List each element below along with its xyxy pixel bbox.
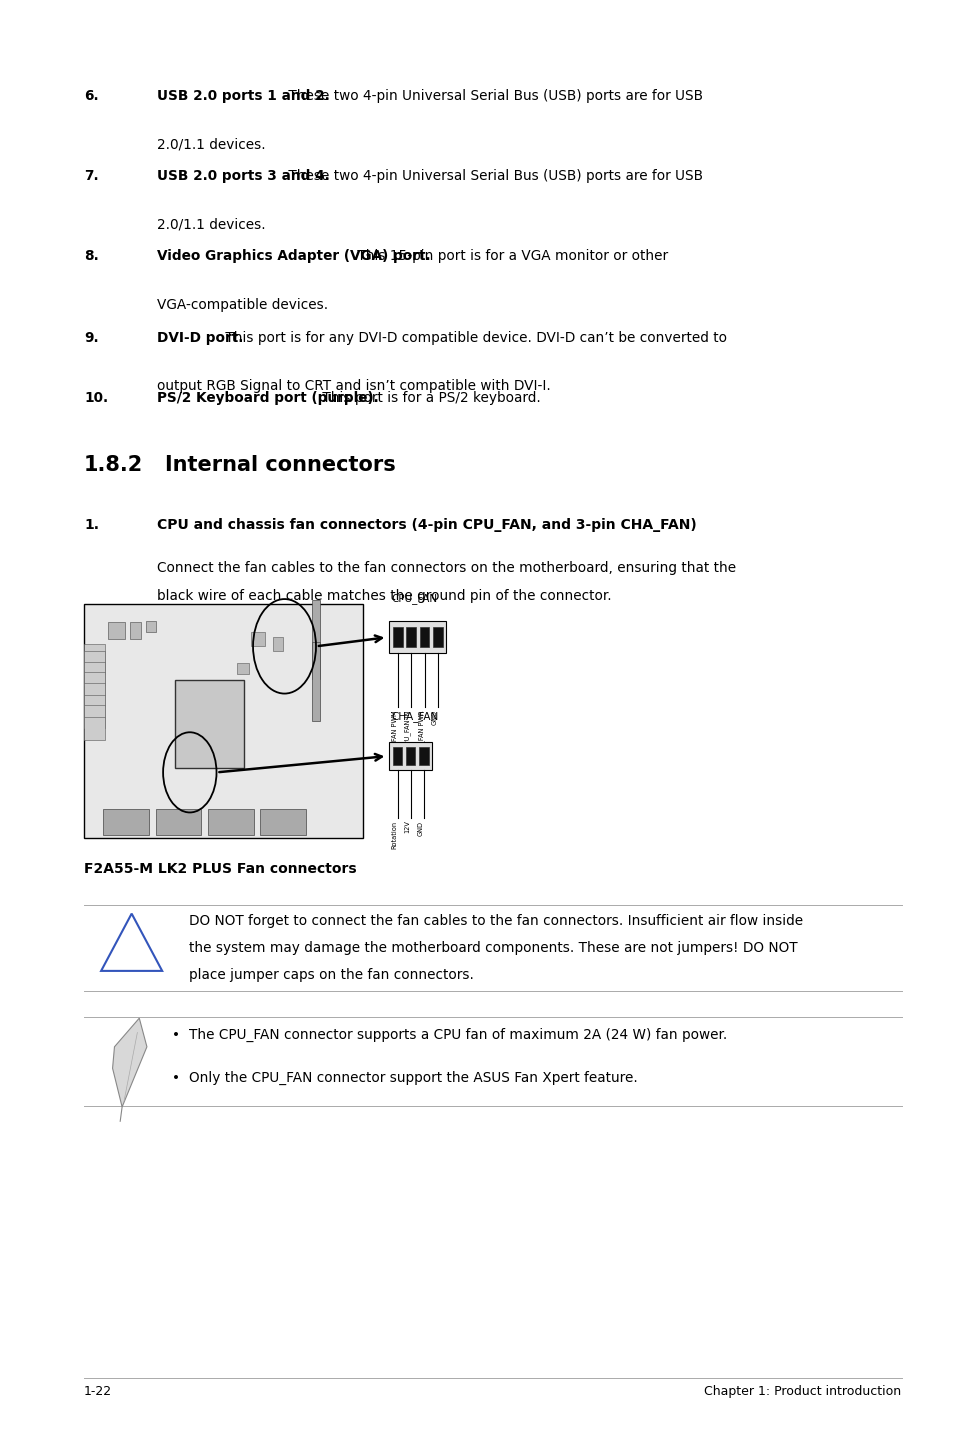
Bar (155, 809, 201, 835)
Bar (84, 705, 105, 727)
Text: GND: GND (417, 821, 423, 835)
Text: 7.: 7. (84, 169, 98, 183)
Text: DO NOT forget to connect the fan cables to the fan connectors. Insufficient air : DO NOT forget to connect the fan cables … (189, 914, 802, 928)
Text: USB 2.0 ports 3 and 4.: USB 2.0 ports 3 and 4. (157, 169, 330, 183)
Bar (84, 673, 105, 696)
Text: Connect the fan cables to the fan connectors on the motherboard, ensuring that t: Connect the fan cables to the fan connec… (157, 561, 736, 576)
Text: 1-22: 1-22 (84, 1385, 112, 1399)
Bar (84, 683, 105, 706)
Bar (174, 680, 243, 768)
Bar (406, 627, 416, 647)
Text: !: ! (128, 938, 135, 955)
Bar (84, 644, 105, 670)
Text: 2.0/1.1 devices.: 2.0/1.1 devices. (157, 137, 266, 152)
Text: •: • (172, 1028, 179, 1042)
Bar (108, 621, 125, 639)
Bar (405, 748, 415, 765)
Polygon shape (112, 1018, 147, 1107)
Text: CPU and chassis fan connectors (4-pin CPU_FAN, and 3-pin CHA_FAN): CPU and chassis fan connectors (4-pin CP… (157, 518, 697, 533)
Text: 1.: 1. (84, 518, 99, 533)
Text: the system may damage the motherboard components. These are not jumpers! DO NOT: the system may damage the motherboard co… (189, 941, 797, 955)
Text: 8.: 8. (84, 249, 98, 263)
Text: GND: GND (432, 710, 437, 725)
Text: CPU_FAN: CPU_FAN (391, 593, 436, 604)
Text: 10.: 10. (84, 391, 108, 405)
Bar (260, 809, 306, 835)
Bar (312, 642, 319, 722)
Text: Rotation: Rotation (391, 821, 397, 849)
Text: 2.0/1.1 devices.: 2.0/1.1 devices. (157, 218, 266, 232)
Text: 6.: 6. (84, 89, 98, 103)
Text: CPU_FAN IN: CPU_FAN IN (404, 710, 411, 749)
Text: •: • (172, 1071, 179, 1085)
Text: 12V: 12V (404, 821, 410, 833)
Text: CPU_FAN PWM: CPU_FAN PWM (391, 710, 397, 758)
Text: Video Graphics Adapter (VGA) port.: Video Graphics Adapter (VGA) port. (157, 249, 431, 263)
Text: VGA-compatible devices.: VGA-compatible devices. (157, 298, 328, 312)
Bar (208, 809, 253, 835)
Bar (274, 637, 283, 652)
Text: USB 2.0 ports 1 and 2.: USB 2.0 ports 1 and 2. (157, 89, 330, 103)
Text: Internal connectors: Internal connectors (165, 455, 395, 475)
Text: 9.: 9. (84, 331, 98, 345)
Text: Chapter 1: Product introduction: Chapter 1: Product introduction (703, 1385, 901, 1399)
Text: CHA_FAN: CHA_FAN (391, 710, 438, 722)
Bar (84, 695, 105, 717)
Bar (419, 627, 429, 647)
Text: This port is for any DVI-D compatible device. DVI-D can’t be converted to: This port is for any DVI-D compatible de… (220, 331, 726, 345)
Text: These two 4-pin Universal Serial Bus (USB) ports are for USB: These two 4-pin Universal Serial Bus (US… (284, 89, 702, 103)
Text: Only the CPU_FAN connector support the ASUS Fan Xpert feature.: Only the CPU_FAN connector support the A… (189, 1071, 637, 1085)
Text: PS/2 Keyboard port (purple).: PS/2 Keyboard port (purple). (157, 391, 378, 405)
Text: DVI-D port.: DVI-D port. (157, 331, 244, 345)
Bar (84, 717, 105, 740)
Text: The CPU_FAN connector supports a CPU fan of maximum 2A (24 W) fan power.: The CPU_FAN connector supports a CPU fan… (189, 1028, 726, 1042)
Text: place jumper caps on the fan connectors.: place jumper caps on the fan connectors. (189, 968, 474, 982)
Text: This port is for a PS/2 keyboard.: This port is for a PS/2 keyboard. (318, 391, 540, 405)
Bar (130, 621, 141, 639)
Bar (103, 809, 149, 835)
Bar (251, 632, 265, 646)
Bar (418, 748, 428, 765)
Bar (84, 604, 362, 838)
Bar (393, 627, 402, 647)
Bar (312, 600, 319, 679)
Text: black wire of each cable matches the ground pin of the connector.: black wire of each cable matches the gro… (157, 589, 612, 603)
Text: CPU_FAN PWR: CPU_FAN PWR (417, 710, 424, 758)
Bar (146, 621, 155, 633)
Text: output RGB Signal to CRT and isn’t compatible with DVI-I.: output RGB Signal to CRT and isn’t compa… (157, 379, 551, 394)
Bar (84, 662, 105, 684)
Text: This 15-pin port is for a VGA monitor or other: This 15-pin port is for a VGA monitor or… (353, 249, 667, 263)
Polygon shape (101, 914, 162, 971)
Bar (237, 663, 249, 674)
Bar (433, 627, 442, 647)
Text: These two 4-pin Universal Serial Bus (USB) ports are for USB: These two 4-pin Universal Serial Bus (US… (284, 169, 702, 183)
Text: 1.8.2: 1.8.2 (84, 455, 143, 475)
Bar (84, 652, 105, 674)
Bar (389, 621, 446, 653)
Text: F2A55-M LK2 PLUS Fan connectors: F2A55-M LK2 PLUS Fan connectors (84, 862, 356, 876)
Bar (393, 748, 402, 765)
Bar (389, 742, 432, 770)
